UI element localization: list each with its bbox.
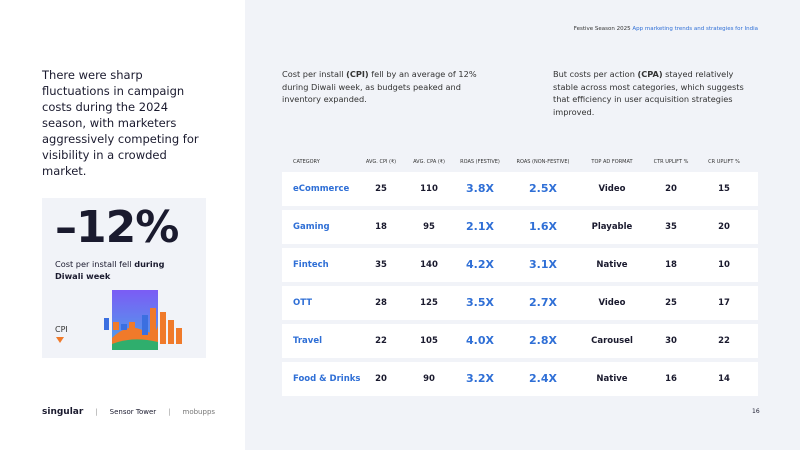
table-cell: Playable: [591, 222, 633, 232]
table-cell: Video: [598, 298, 626, 308]
table-cell: 20: [375, 374, 387, 384]
table-cell: 90: [423, 374, 435, 384]
header-prefix: Festive Season 2025: [573, 26, 631, 32]
column-header: CR UPLIFT %: [708, 159, 740, 165]
table-cell: OTT: [293, 298, 313, 308]
t: But costs per action: [553, 69, 638, 79]
table-cell: 16: [665, 374, 677, 384]
table-cell: 4.0X: [466, 334, 494, 347]
divider: |: [168, 408, 171, 416]
table-cell: 18: [375, 222, 387, 232]
table-cell: 2.1X: [466, 220, 494, 233]
table-cell: 2.7X: [529, 296, 557, 309]
column-header: CATEGORY: [293, 159, 320, 165]
t: Cost per install fell: [55, 259, 135, 269]
table-row: Gaming 18 95 2.1X 1.6X Playable 35 20: [282, 210, 758, 244]
stat-card: –12% Cost per install fell during Diwali…: [42, 198, 206, 358]
table-cell: Travel: [293, 336, 323, 346]
table-cell: 3.1X: [529, 258, 557, 271]
table-cell: Native: [596, 374, 628, 384]
table-cell: 10: [718, 260, 730, 270]
logo: singular: [42, 407, 84, 417]
table-cell: 28: [375, 298, 387, 308]
table-cell: 2.8X: [529, 334, 557, 347]
table-row: Food & Drinks 20 90 3.2X 2.4X Native 16 14: [282, 362, 758, 396]
table-cell: 20: [718, 222, 730, 232]
table-cell: 14: [718, 374, 730, 384]
table-cell: eCommerce: [293, 184, 350, 194]
stat-label: CPI: [55, 325, 68, 334]
column-header: AVG. CPA (₹): [413, 159, 445, 165]
table-cell: 25: [665, 298, 677, 308]
table-cell: Gaming: [293, 222, 330, 232]
table-cell: 15: [718, 184, 730, 194]
logo: Sensor Tower: [109, 408, 157, 416]
t: during Diwali week: [55, 259, 165, 281]
t: (CPI): [346, 69, 369, 79]
stat-caption: Cost per install fell during Diwali week: [55, 258, 175, 282]
note: But costs per action (CPA) stayed relati…: [553, 68, 758, 118]
column-header: ROAS (NON-FESTIVE): [516, 159, 570, 165]
footer: singular | Sensor Tower | mobupps: [42, 407, 215, 417]
column-header: TOP AD FORMAT: [591, 159, 633, 165]
table-cell: 3.8X: [466, 182, 494, 195]
t: (CPA): [637, 69, 663, 79]
table-cell: 22: [375, 336, 387, 346]
note: Cost per install (CPI) fell by an averag…: [282, 68, 482, 106]
table-cell: 3.2X: [466, 372, 494, 385]
table-cell: 2.5X: [529, 182, 557, 195]
table-cell: 4.2X: [466, 258, 494, 271]
t: fell by an average of 12% during Diwali …: [282, 69, 477, 104]
logo: mobupps: [182, 408, 216, 416]
table-cell: 1.6X: [529, 220, 557, 233]
t: stayed relatively stable across most cat…: [553, 69, 744, 117]
illustration: [56, 290, 182, 350]
table-cell: 17: [718, 298, 730, 308]
table-cell: Fintech: [293, 260, 329, 270]
table-row: eCommerce 25 110 3.8X 2.5X Video 20 15: [282, 172, 758, 206]
table-cell: 125: [420, 298, 438, 308]
table-row: Fintech 35 140 4.2X 3.1X Native 18 10: [282, 248, 758, 282]
table-cell: 105: [420, 336, 438, 346]
stat-value: –12%: [55, 202, 179, 253]
table-cell: Carousel: [591, 336, 633, 346]
table-cell: 20: [665, 184, 677, 194]
intro: There were sharp fluctuations in campaig…: [42, 68, 199, 178]
table-cell: Video: [598, 184, 626, 194]
table-cell: Native: [596, 260, 628, 270]
column-header: ROAS (FESTIVE): [460, 159, 500, 165]
table-cell: 30: [665, 336, 677, 346]
table-cell: 25: [375, 184, 387, 194]
header: Festive Season 2025 App marketing trends…: [574, 26, 758, 32]
table-row: OTT 28 125 3.5X 2.7X Video 25 17: [282, 286, 758, 320]
table-row: Travel 22 105 4.0X 2.8X Carousel 30 22: [282, 324, 758, 358]
column-header: AVG. CPI (₹): [365, 159, 397, 165]
table-cell: 35: [665, 222, 677, 232]
table-cell: 3.5X: [466, 296, 494, 309]
table-cell: 140: [420, 260, 438, 270]
table-cell: 2.4X: [529, 372, 557, 385]
table-cell: 22: [718, 336, 730, 346]
header-suffix: App marketing trends and strategies for …: [632, 26, 758, 32]
page-number: 16: [752, 408, 760, 415]
table-cell: 35: [375, 260, 387, 270]
table-cell: 110: [420, 184, 438, 194]
table-cell: Food & Drinks: [293, 374, 361, 384]
divider: |: [95, 408, 98, 416]
table-cell: 95: [423, 222, 435, 232]
t: Cost per install: [282, 69, 347, 79]
column-header: CTR UPLIFT %: [653, 159, 689, 165]
table-cell: 18: [665, 260, 677, 270]
